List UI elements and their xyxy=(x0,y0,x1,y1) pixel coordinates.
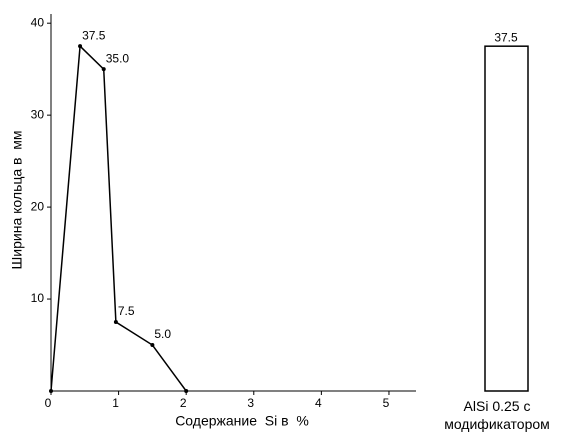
y-tick-label: 40 xyxy=(31,15,45,29)
x-tick-label: 0 xyxy=(45,396,52,410)
data-label: 35.0 xyxy=(106,51,130,65)
x-tick-label: 5 xyxy=(383,396,390,410)
x-tick-label: 3 xyxy=(247,396,254,410)
category-label: AlSi 0.25 с модификатором xyxy=(444,398,550,432)
x-tick-label: 4 xyxy=(315,396,322,410)
y-tick-label: 20 xyxy=(31,199,45,213)
point xyxy=(150,343,155,348)
point xyxy=(49,389,53,393)
y-axis-label: Ширина кольца в мм xyxy=(9,130,25,269)
data-label: 37.5 xyxy=(82,28,106,42)
point xyxy=(184,389,189,393)
y-tick-label: 30 xyxy=(31,107,45,121)
bar xyxy=(484,45,529,392)
x-axis-label: Содержание Si в % xyxy=(175,413,309,429)
y-tick-label: 10 xyxy=(31,291,45,305)
data-label: 5.0 xyxy=(154,327,171,341)
line xyxy=(50,44,187,392)
point xyxy=(78,44,83,49)
point xyxy=(113,320,118,325)
x-tick-label: 1 xyxy=(112,396,119,410)
data-label: 37.5 xyxy=(494,30,518,44)
point xyxy=(101,67,106,72)
data-label: 7.5 xyxy=(118,304,135,318)
x-tick-label: 2 xyxy=(180,396,187,410)
